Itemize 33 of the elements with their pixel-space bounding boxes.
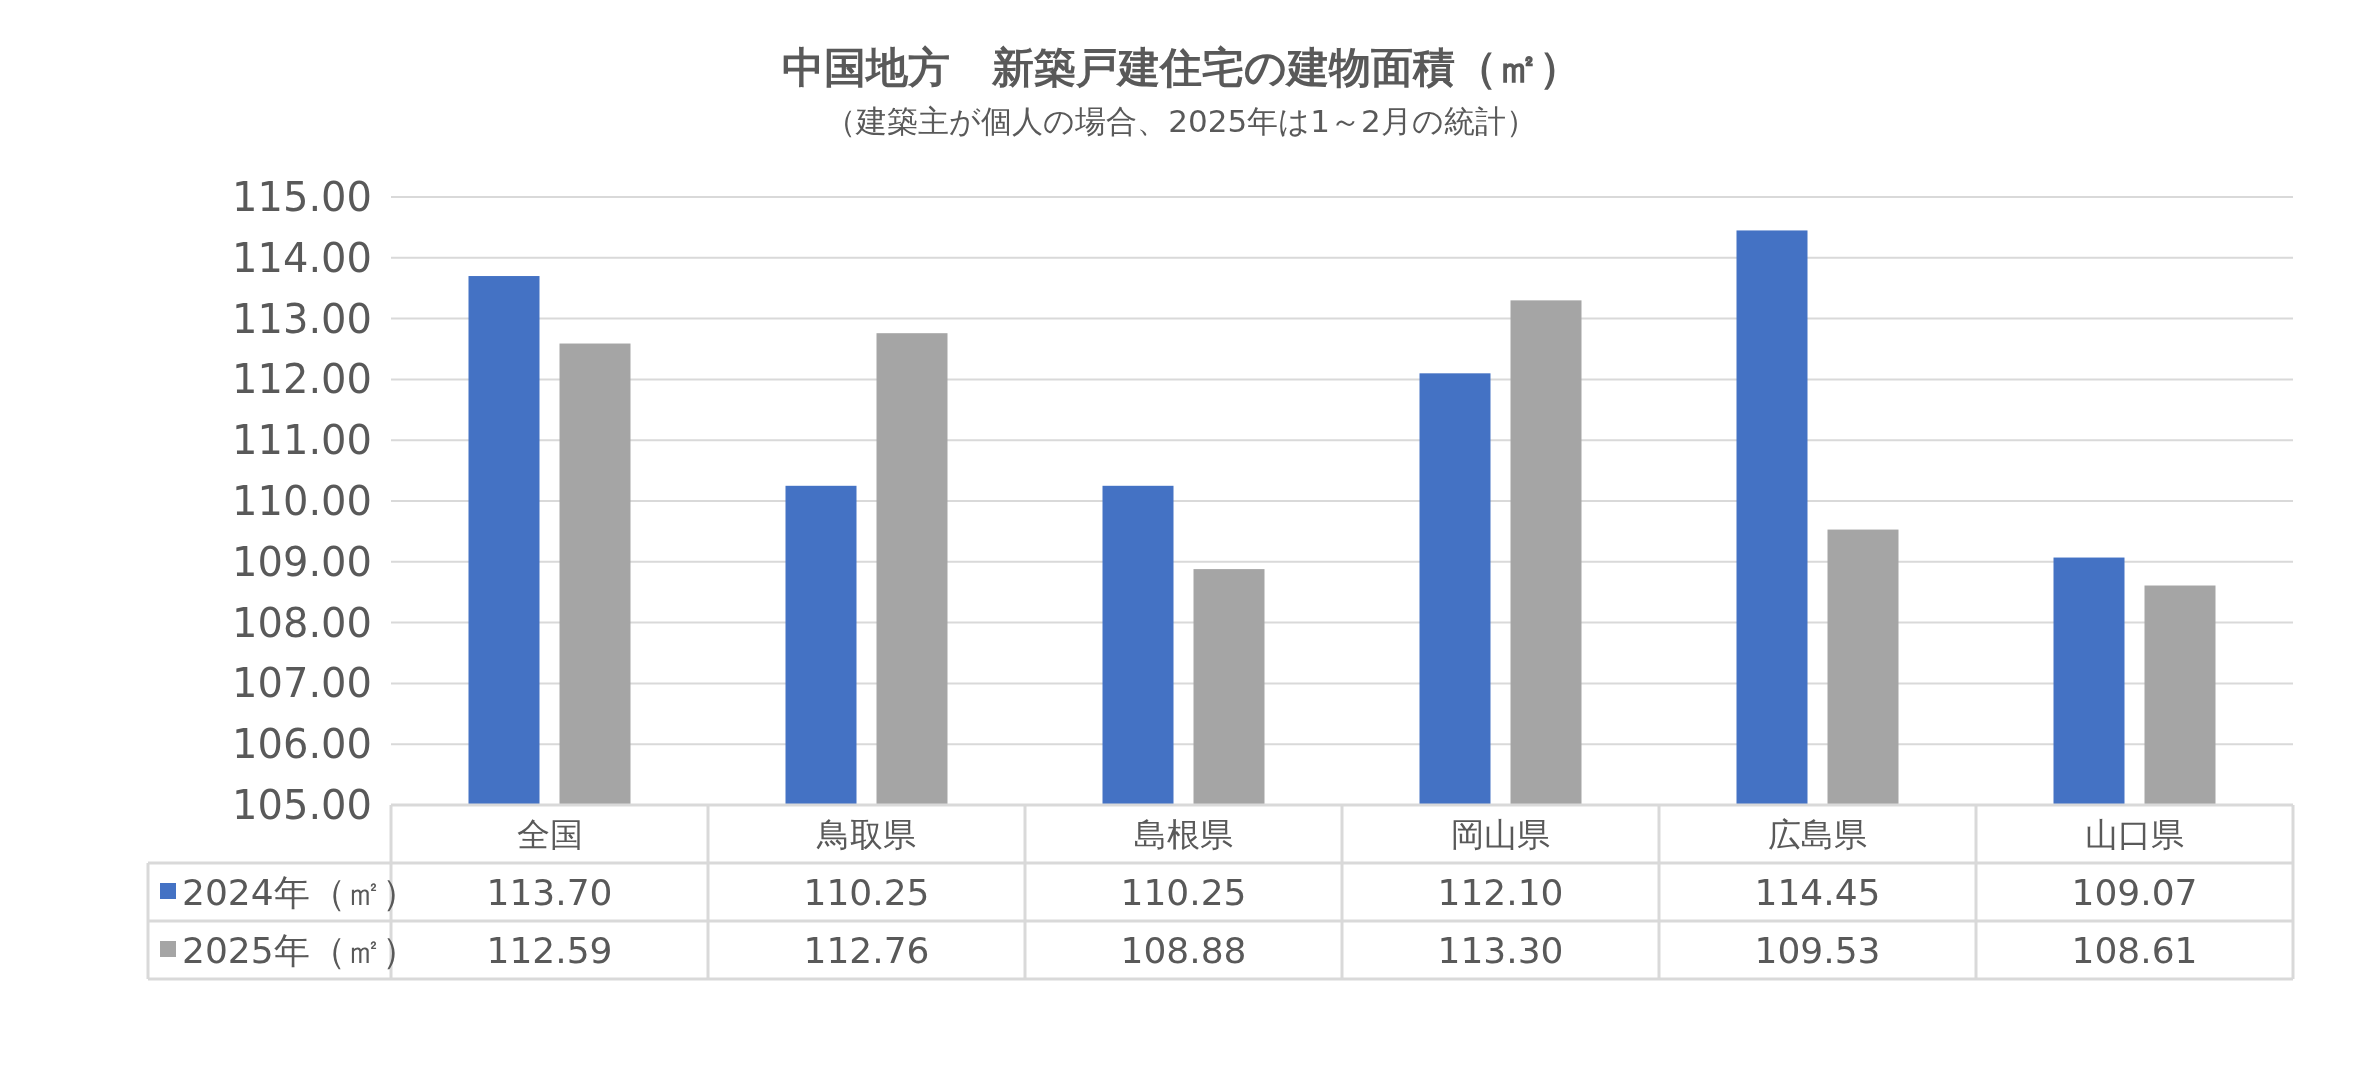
chart-subtitle: （建築主が個人の場合、2025年は1～2月の統計） bbox=[825, 103, 1537, 139]
y-tick-label: 115.00 bbox=[232, 174, 372, 220]
data-label: 114.45 bbox=[1754, 872, 1881, 913]
y-tick-label: 110.00 bbox=[232, 478, 372, 524]
data-label: 112.10 bbox=[1437, 872, 1564, 913]
x-tick-label: 岡山県 bbox=[1451, 815, 1550, 854]
y-tick-label: 114.00 bbox=[232, 234, 372, 281]
y-tick-label: 107.00 bbox=[232, 660, 372, 707]
y-tick-label: 105.00 bbox=[232, 782, 372, 828]
data-label: 110.25 bbox=[803, 872, 930, 913]
y-tick-label: 108.00 bbox=[232, 599, 372, 646]
legend-label: 2025年（㎡） bbox=[182, 930, 418, 971]
x-tick-label: 山口県 bbox=[2085, 815, 2184, 854]
data-label: 110.25 bbox=[1120, 872, 1247, 913]
chart-title: 中国地方 新築戸建住宅の建物面積（㎡） bbox=[781, 43, 1581, 92]
data-label: 108.61 bbox=[2071, 930, 2198, 971]
x-tick-label: 鳥取県 bbox=[816, 815, 916, 854]
y-tick-label: 113.00 bbox=[232, 295, 372, 342]
data-label: 109.53 bbox=[1754, 930, 1881, 971]
y-tick-label: 106.00 bbox=[232, 721, 372, 768]
data-label: 113.30 bbox=[1437, 930, 1564, 971]
data-label: 112.59 bbox=[486, 930, 613, 971]
data-label: 112.76 bbox=[803, 930, 930, 971]
data-label: 113.70 bbox=[486, 872, 613, 913]
y-tick-label: 109.00 bbox=[232, 538, 372, 585]
data-label: 109.07 bbox=[2071, 872, 2198, 913]
x-tick-label: 全国 bbox=[516, 815, 583, 854]
legend-label: 2024年（㎡） bbox=[182, 872, 418, 913]
y-tick-label: 111.00 bbox=[232, 417, 372, 464]
y-tick-label: 112.00 bbox=[232, 356, 372, 403]
data-label: 108.88 bbox=[1120, 930, 1247, 971]
x-tick-label: 広島県 bbox=[1768, 815, 1867, 854]
x-tick-label: 島根県 bbox=[1134, 815, 1233, 854]
